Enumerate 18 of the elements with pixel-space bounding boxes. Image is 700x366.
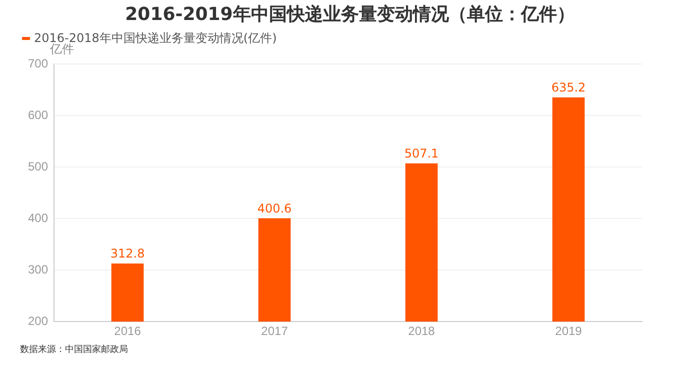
x-tick-label: 2019 <box>555 324 582 338</box>
y-tick-label: 500 <box>28 159 48 174</box>
x-tick-label: 2016 <box>114 324 142 338</box>
data-label: 635.2 <box>551 80 586 95</box>
x-tick-label: 2017 <box>261 324 288 338</box>
y-tick-label: 400 <box>28 210 48 225</box>
legend-label: 2016-2018年中国快递业务量变动情况(亿件) <box>34 30 277 45</box>
y-tick-label: 700 <box>28 56 48 70</box>
y-tick-label: 300 <box>28 262 48 276</box>
y-tick-label: 600 <box>28 108 48 122</box>
data-label: 507.1 <box>404 146 439 161</box>
y-axis-title: 亿件 <box>49 42 74 56</box>
chart-title: 2016-2019年中国快递业务量变动情况（单位：亿件） <box>124 3 576 26</box>
y-tick-label: 200 <box>28 314 48 328</box>
data-label: 312.8 <box>110 246 145 261</box>
data-label: 400.6 <box>257 201 292 216</box>
x-tick-label: 2018 <box>408 324 436 338</box>
source-note: 数据来源：中国国家邮政局 <box>20 344 128 356</box>
